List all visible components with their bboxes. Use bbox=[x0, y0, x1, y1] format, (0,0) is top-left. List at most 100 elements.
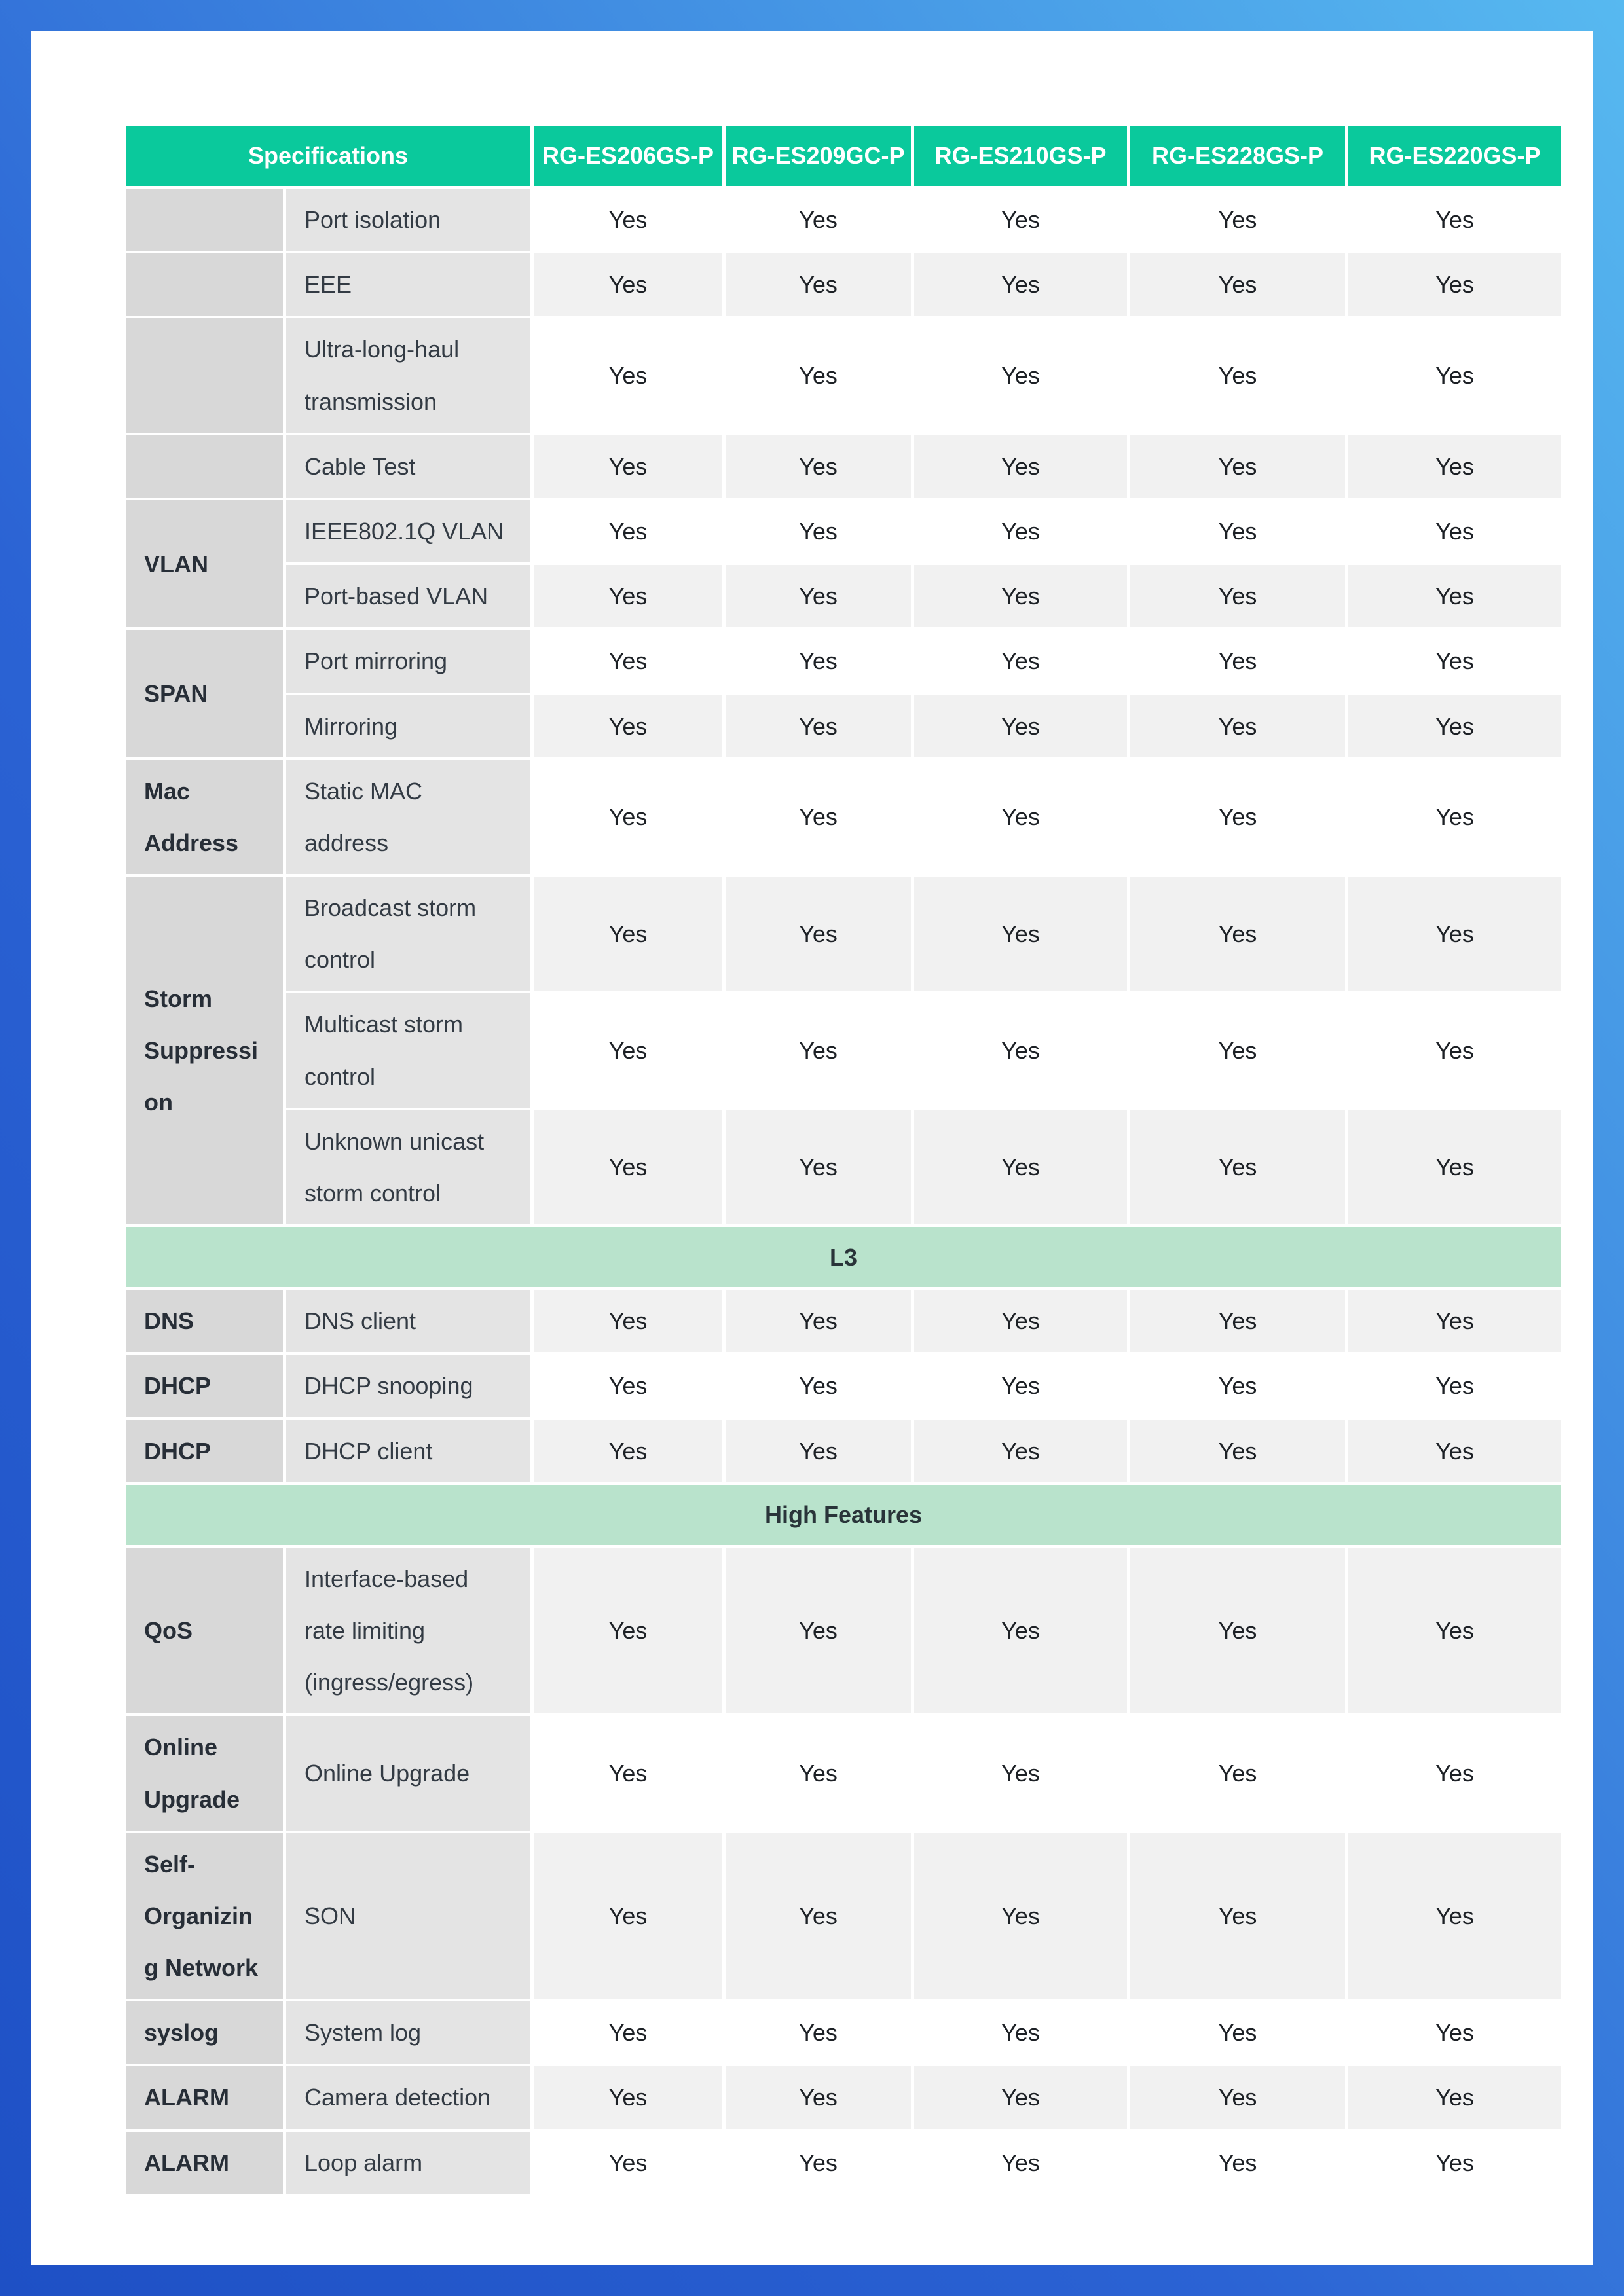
value-cell: Yes bbox=[534, 1110, 723, 1225]
value-cell: Yes bbox=[726, 2066, 912, 2129]
feature-cell: Port isolation bbox=[286, 189, 531, 251]
value-cell: Yes bbox=[914, 189, 1128, 251]
value-cell: Yes bbox=[534, 877, 723, 991]
feature-cell: System log bbox=[286, 2001, 531, 2064]
value-cell: Yes bbox=[534, 1832, 723, 1999]
value-cell: Yes bbox=[726, 189, 912, 251]
value-cell: Yes bbox=[534, 630, 723, 693]
value-cell: Yes bbox=[726, 318, 912, 433]
value-cell: Yes bbox=[726, 1832, 912, 1999]
table-row: Port-based VLAN Yes Yes Yes Yes Yes bbox=[126, 565, 1562, 628]
value-cell: Yes bbox=[914, 1110, 1128, 1225]
value-cell: Yes bbox=[914, 2131, 1128, 2194]
column-header-rg-es220gs-p: RG-ES220GS-P bbox=[1348, 126, 1562, 186]
section-label: High Features bbox=[126, 1484, 1562, 1545]
value-cell: Yes bbox=[914, 877, 1128, 991]
category-cell: ALARM bbox=[126, 2131, 283, 2194]
value-cell: Yes bbox=[1348, 318, 1562, 433]
value-cell: Yes bbox=[1130, 2001, 1346, 2064]
section-row: L3 bbox=[126, 1227, 1562, 1288]
table-row: ALARM Loop alarm Yes Yes Yes Yes Yes bbox=[126, 2131, 1562, 2194]
value-cell: Yes bbox=[1348, 2066, 1562, 2129]
table-row: Unknown unicast storm control Yes Yes Yes Ye… bbox=[126, 1110, 1562, 1225]
value-cell: Yes bbox=[726, 435, 912, 498]
category-cell: ALARM bbox=[126, 2066, 283, 2129]
value-cell: Yes bbox=[534, 2001, 723, 2064]
value-cell: Yes bbox=[914, 759, 1128, 875]
value-cell: Yes bbox=[534, 435, 723, 498]
column-header-rg-es210gs-p: RG-ES210GS-P bbox=[914, 126, 1128, 186]
value-cell: Yes bbox=[534, 565, 723, 628]
value-cell: Yes bbox=[534, 500, 723, 563]
table-row: Mac Address Static MAC address Yes Yes Yes Ye… bbox=[126, 759, 1562, 875]
value-cell: Yes bbox=[726, 1290, 912, 1353]
table-row: Mirroring Yes Yes Yes Yes Yes bbox=[126, 695, 1562, 757]
feature-cell: Loop alarm bbox=[286, 2131, 531, 2194]
feature-cell: Broadcast storm control bbox=[286, 877, 531, 991]
table-row: Ultra-long-haul transmission Yes Yes Yes Yes… bbox=[126, 318, 1562, 433]
value-cell: Yes bbox=[1130, 435, 1346, 498]
table-header-row: Specifications RG-ES206GS-P RG-ES209GC-P R… bbox=[126, 126, 1562, 186]
value-cell: Yes bbox=[1130, 993, 1346, 1108]
table-row: syslog System log Yes Yes Yes Yes Yes bbox=[126, 2001, 1562, 2064]
table-row: SPAN Port mirroring Yes Yes Yes Yes Yes bbox=[126, 630, 1562, 757]
value-cell: Yes bbox=[1130, 565, 1346, 628]
value-cell: Yes bbox=[726, 759, 912, 875]
value-cell: Yes bbox=[914, 1832, 1128, 1999]
value-cell: Yes bbox=[1130, 318, 1346, 433]
section-row: High Features bbox=[126, 1484, 1562, 1545]
value-cell: Yes bbox=[914, 1716, 1128, 1831]
value-cell: Yes bbox=[1130, 759, 1346, 875]
value-cell: Yes bbox=[534, 253, 723, 316]
value-cell: Yes bbox=[1348, 2131, 1562, 2194]
category-cell: Self-Organizing Network bbox=[126, 1832, 283, 1999]
value-cell: Yes bbox=[726, 993, 912, 1108]
table-row: QoS Interface-based rate limiting (ingres… bbox=[126, 1547, 1562, 1714]
spec-table: Specifications RG-ES206GS-P RG-ES209GC-P R… bbox=[122, 123, 1564, 2196]
value-cell: Yes bbox=[534, 993, 723, 1108]
value-cell: Yes bbox=[534, 1355, 723, 1417]
category-cell: DHCP bbox=[126, 1355, 283, 1417]
feature-cell: DHCP snooping bbox=[286, 1355, 531, 1417]
value-cell: Yes bbox=[1130, 2066, 1346, 2129]
value-cell: Yes bbox=[534, 318, 723, 433]
value-cell: Yes bbox=[1130, 1832, 1346, 1999]
feature-cell: Ultra-long-haul transmission bbox=[286, 318, 531, 433]
column-header-rg-es206gs-p: RG-ES206GS-P bbox=[534, 126, 723, 186]
value-cell: Yes bbox=[726, 2001, 912, 2064]
category-cell bbox=[126, 318, 283, 433]
value-cell: Yes bbox=[914, 1547, 1128, 1714]
feature-cell: IEEE802.1Q VLAN bbox=[286, 500, 531, 563]
value-cell: Yes bbox=[1348, 1547, 1562, 1714]
category-cell: QoS bbox=[126, 1547, 283, 1714]
value-cell: Yes bbox=[1348, 1110, 1562, 1225]
table-row: VLAN IEEE802.1Q VLAN Yes Yes Yes Yes Yes bbox=[126, 500, 1562, 628]
value-cell: Yes bbox=[534, 1547, 723, 1714]
value-cell: Yes bbox=[914, 500, 1128, 563]
value-cell: Yes bbox=[534, 759, 723, 875]
value-cell: Yes bbox=[1348, 630, 1562, 693]
table-row: Multicast storm control Yes Yes Yes Yes Yes bbox=[126, 993, 1562, 1108]
table-row: DNS DNS client Yes Yes Yes Yes Yes bbox=[126, 1290, 1562, 1353]
section-label: L3 bbox=[126, 1227, 1562, 1288]
specifications-header: Specifications bbox=[126, 126, 531, 186]
value-cell: Yes bbox=[1348, 189, 1562, 251]
feature-cell: Cable Test bbox=[286, 435, 531, 498]
value-cell: Yes bbox=[914, 695, 1128, 757]
table-row: Cable Test Yes Yes Yes Yes Yes bbox=[126, 435, 1562, 498]
value-cell: Yes bbox=[1348, 877, 1562, 991]
category-cell bbox=[126, 189, 283, 251]
category-cell: SPAN bbox=[126, 630, 283, 757]
value-cell: Yes bbox=[1130, 877, 1346, 991]
value-cell: Yes bbox=[1130, 2131, 1346, 2194]
value-cell: Yes bbox=[726, 253, 912, 316]
value-cell: Yes bbox=[1130, 1355, 1346, 1417]
table-row: DHCP DHCP snooping Yes Yes Yes Yes Yes bbox=[126, 1355, 1562, 1417]
table-row: ALARM Camera detection Yes Yes Yes Yes Yes bbox=[126, 2066, 1562, 2129]
table-row: DHCP DHCP client Yes Yes Yes Yes Yes bbox=[126, 1419, 1562, 1482]
value-cell: Yes bbox=[1130, 1110, 1346, 1225]
value-cell: Yes bbox=[1130, 630, 1346, 693]
column-header-rg-es209gc-p: RG-ES209GC-P bbox=[726, 126, 912, 186]
value-cell: Yes bbox=[1348, 759, 1562, 875]
